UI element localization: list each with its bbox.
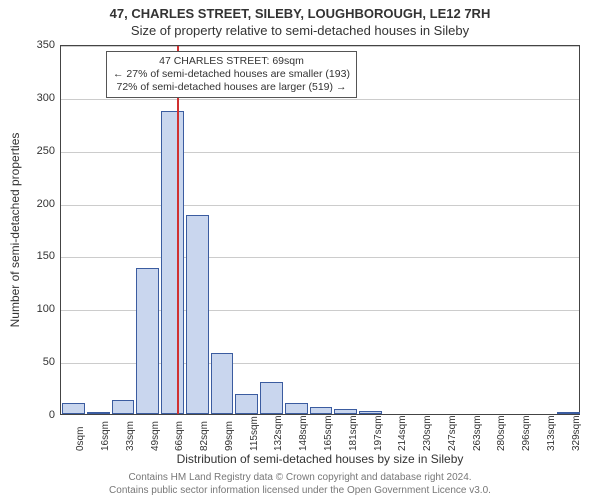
x-tick-label: 280sqm (496, 415, 507, 451)
footer-line-1: Contains HM Land Registry data © Crown c… (0, 472, 600, 483)
chart-title-address: 47, CHARLES STREET, SILEBY, LOUGHBOROUGH… (0, 6, 600, 21)
histogram-bar (235, 394, 258, 414)
reference-line (177, 46, 179, 414)
y-tick-label: 100 (5, 303, 55, 315)
x-tick-label: 49sqm (150, 421, 161, 451)
x-tick-label: 247sqm (447, 415, 458, 451)
x-tick-label: 66sqm (174, 421, 185, 451)
annotation-line-1: 47 CHARLES STREET: 69sqm (113, 55, 350, 68)
x-tick-label: 296sqm (521, 415, 532, 451)
histogram-bar (186, 215, 209, 414)
histogram-bar (334, 409, 357, 414)
x-tick-label: 115sqm (249, 416, 260, 451)
x-axis-label: Distribution of semi-detached houses by … (60, 452, 580, 466)
histogram-bar (557, 412, 580, 414)
annotation-box: 47 CHARLES STREET: 69sqm ← 27% of semi-d… (106, 51, 357, 98)
histogram-bar (211, 353, 234, 414)
y-tick-label: 0 (5, 409, 55, 421)
annotation-line-3: 72% of semi-detached houses are larger (… (113, 81, 350, 94)
histogram-bar (285, 403, 308, 414)
y-tick-label: 300 (5, 92, 55, 104)
x-tick-label: 230sqm (422, 415, 433, 451)
x-tick-label: 263sqm (472, 415, 483, 451)
histogram-bar (260, 382, 283, 414)
x-tick-label: 132sqm (273, 415, 284, 451)
x-tick-label: 214sqm (397, 415, 408, 451)
y-tick-label: 200 (5, 198, 55, 210)
annotation-line-2: ← 27% of semi-detached houses are smalle… (113, 68, 350, 81)
chart-subtitle: Size of property relative to semi-detach… (0, 23, 600, 38)
x-tick-label: 99sqm (224, 421, 235, 451)
histogram-bar (359, 411, 382, 414)
y-tick-label: 250 (5, 145, 55, 157)
x-tick-label: 181sqm (348, 415, 359, 451)
x-tick-label: 165sqm (323, 415, 334, 451)
histogram-bar (310, 407, 333, 414)
x-tick-label: 33sqm (125, 421, 136, 451)
x-tick-label: 313sqm (546, 415, 557, 451)
x-tick-label: 0sqm (75, 427, 86, 451)
histogram-bar (136, 268, 159, 414)
footer-line-2: Contains public sector information licen… (0, 485, 600, 496)
histogram-bar (87, 412, 110, 414)
bars-layer (61, 46, 579, 414)
x-tick-label: 16sqm (100, 421, 111, 451)
histogram-bar (62, 403, 85, 414)
x-tick-label: 148sqm (298, 415, 309, 451)
x-tick-label: 329sqm (571, 415, 582, 451)
y-tick-label: 50 (5, 356, 55, 368)
y-tick-label: 150 (5, 250, 55, 262)
y-tick-label: 350 (5, 39, 55, 51)
x-tick-label: 82sqm (199, 421, 210, 451)
histogram-bar (161, 111, 184, 414)
plot-area: 47 CHARLES STREET: 69sqm ← 27% of semi-d… (60, 45, 580, 415)
histogram-bar (112, 400, 135, 414)
chart-container: 47, CHARLES STREET, SILEBY, LOUGHBOROUGH… (0, 0, 600, 500)
x-tick-label: 197sqm (373, 415, 384, 451)
